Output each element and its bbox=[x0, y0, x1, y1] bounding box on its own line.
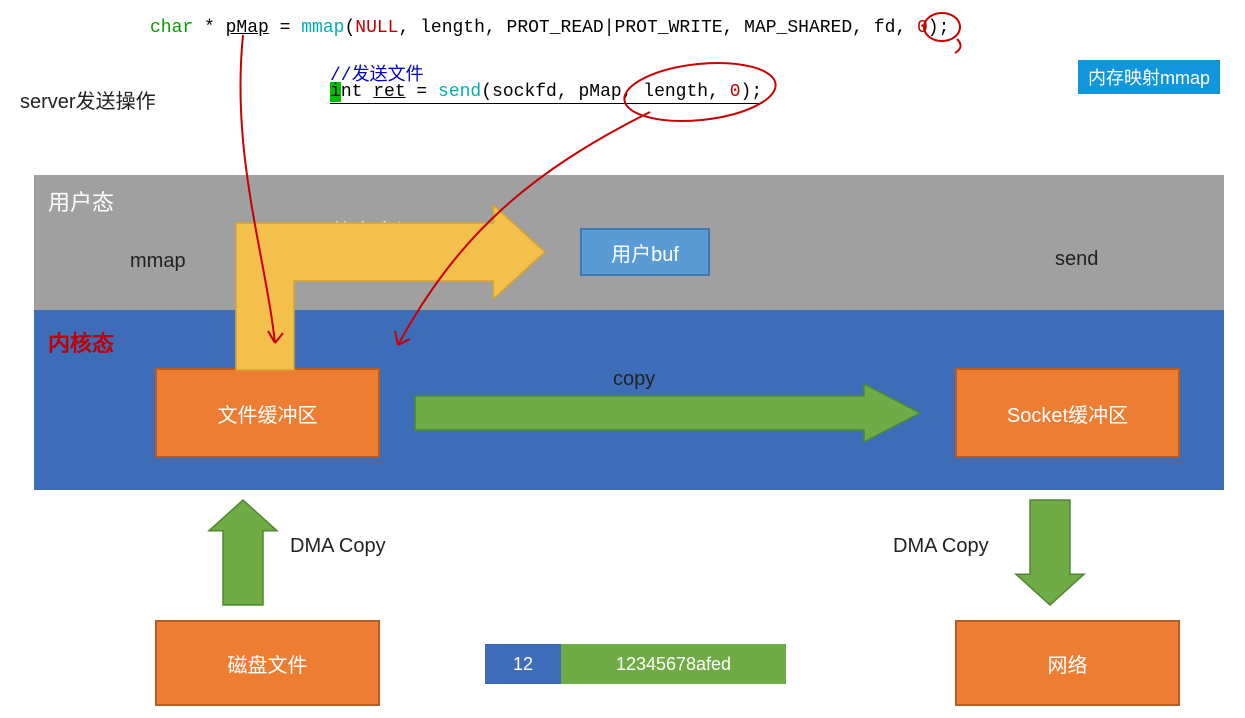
code-line-mmap: char * pMap = mmap(NULL, length, PROT_RE… bbox=[150, 18, 949, 38]
disk-file-box: 磁盘文件 bbox=[155, 620, 380, 706]
badge-mmap: 内存映射mmap bbox=[1078, 60, 1220, 94]
code-line-send: int ret = send(sockfd, pMap, length, 0); bbox=[330, 82, 762, 104]
file-buffer-box: 文件缓冲区 bbox=[155, 368, 380, 458]
socket-buffer-box: Socket缓冲区 bbox=[955, 368, 1180, 458]
user-buf-box: 用户buf bbox=[580, 228, 710, 276]
dma-copy-left-label: DMA Copy bbox=[290, 535, 386, 558]
mmap-label: mmap bbox=[130, 250, 186, 273]
send-label: send bbox=[1055, 248, 1098, 271]
kernelspace-title: 内核态 bbox=[48, 326, 114, 358]
server-op-label: server发送操作 bbox=[20, 85, 156, 114]
dma-copy-right-label: DMA Copy bbox=[893, 535, 989, 558]
data-pill: 12 12345678afed bbox=[485, 644, 786, 684]
userspace-title: 用户态 bbox=[48, 185, 114, 217]
copy-label: copy bbox=[613, 368, 655, 391]
network-box: 网络 bbox=[955, 620, 1180, 706]
shared-space-label: 共享空间 bbox=[330, 215, 418, 247]
data-pill-body: 12345678afed bbox=[561, 644, 786, 684]
data-pill-header: 12 bbox=[485, 644, 561, 684]
